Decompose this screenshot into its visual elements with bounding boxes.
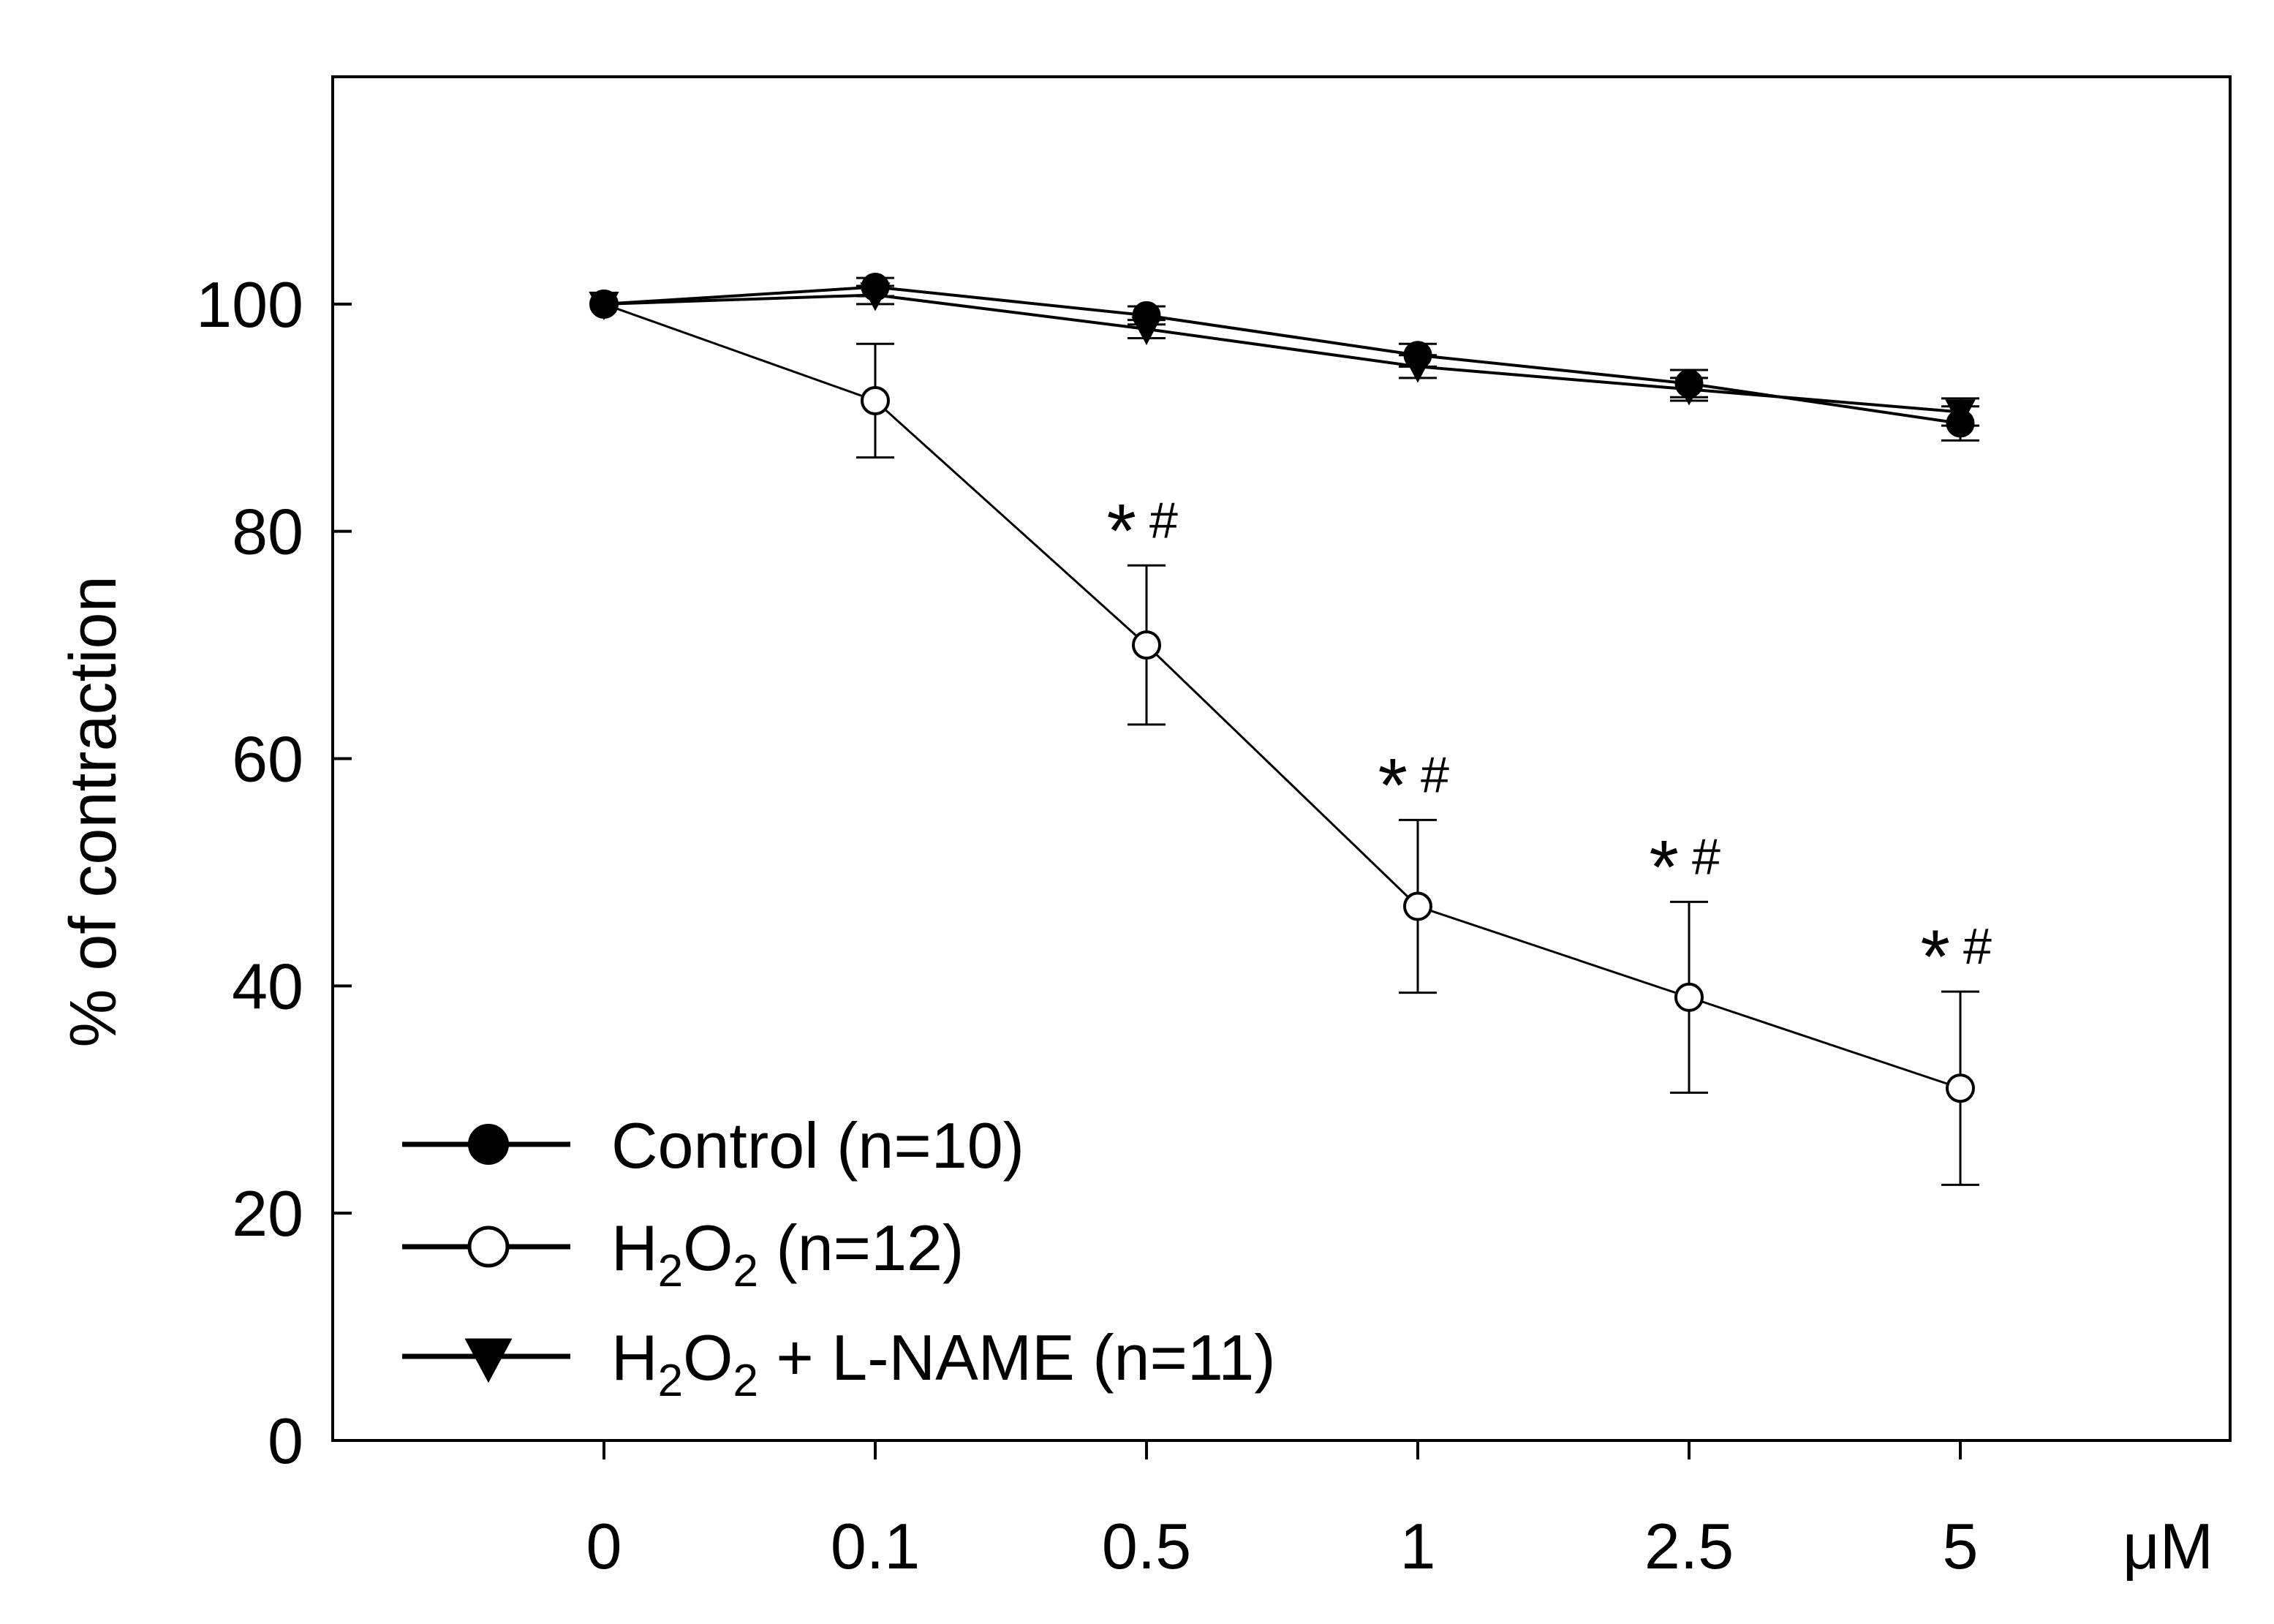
- x-axis: 0 0.1 0.5 1 2.5 5: [586, 1440, 1979, 1582]
- legend-label-h2o2: H2O2 (n=12): [611, 1212, 964, 1296]
- data-point-control-2.5: [1674, 369, 1704, 399]
- series-line-control: [603, 285, 1961, 425]
- x-tick-label-0.5: 0.5: [1102, 1510, 1191, 1582]
- legend-entry-control: Control (n=10): [402, 1109, 1024, 1182]
- significance-star-1: *: [1378, 743, 1408, 828]
- significance-hash-0.5: #: [1149, 491, 1178, 548]
- series-h2o2: [589, 289, 1979, 1186]
- y-tick-label-60: 60: [232, 723, 303, 796]
- data-point-h2o2-0.1: [861, 385, 890, 415]
- legend-marker-filled-circle: [468, 1124, 509, 1165]
- series-line-h2o2: [603, 303, 1961, 1089]
- significance-star-5: *: [1921, 915, 1950, 1000]
- legend-entry-h2o2-lname: H2O2 + L-NAME (n=11): [402, 1321, 1276, 1406]
- x-unit-label: μM: [2123, 1510, 2213, 1582]
- legend-label-h2o2-lname: H2O2 + L-NAME (n=11): [611, 1321, 1276, 1406]
- significance-hash-2.5: #: [1692, 828, 1720, 885]
- data-point-h2o2-1: [1403, 891, 1432, 921]
- data-point-control-1: [1403, 341, 1432, 370]
- x-tick-label-0: 0: [586, 1510, 622, 1582]
- x-tick-label-0.1: 0.1: [831, 1510, 920, 1582]
- data-point-h2o2-0.5: [1132, 630, 1161, 660]
- significance-star-2.5: *: [1650, 825, 1679, 910]
- x-tick-label-2.5: 2.5: [1644, 1510, 1734, 1582]
- y-tick-label-20: 20: [232, 1177, 303, 1250]
- y-tick-label-0: 0: [268, 1405, 303, 1477]
- series-control: [589, 273, 1979, 442]
- series-line-h2o2-lname: [603, 293, 1961, 414]
- series-layer: [589, 273, 1979, 1186]
- y-axis: 0 20 40 60 80 100: [196, 268, 352, 1477]
- significance-hash-5: #: [1963, 918, 1992, 975]
- legend-marker-open-circle: [467, 1225, 510, 1268]
- x-tick-label-5: 5: [1943, 1510, 1979, 1582]
- significance-hash-1: #: [1421, 746, 1449, 803]
- data-point-control-0: [589, 290, 619, 319]
- data-point-control-5: [1946, 409, 1975, 438]
- series-h2o2-lname: [589, 282, 1979, 428]
- legend-label-control: Control (n=10): [611, 1109, 1024, 1182]
- y-tick-label-100: 100: [196, 268, 303, 341]
- y-tick-label-40: 40: [232, 950, 303, 1022]
- x-tick-label-1: 1: [1400, 1510, 1436, 1582]
- legend: Control (n=10) H2O2 (n=12) H2O2 + L-NAME…: [402, 1109, 1276, 1406]
- y-axis-label: % of contraction: [57, 575, 130, 1047]
- legend-entry-h2o2: H2O2 (n=12): [402, 1212, 964, 1296]
- data-point-h2o2-5: [1946, 1073, 1975, 1103]
- data-point-control-0.5: [1132, 301, 1161, 330]
- significance-star-0.5: *: [1107, 488, 1136, 573]
- y-tick-label-80: 80: [232, 496, 303, 568]
- data-point-h2o2-2.5: [1674, 982, 1704, 1012]
- data-point-control-0.1: [861, 273, 890, 302]
- significance-annotations: * #* #* #* #: [1107, 488, 1992, 1000]
- legend-marker-filled-triangle-down: [464, 1338, 513, 1383]
